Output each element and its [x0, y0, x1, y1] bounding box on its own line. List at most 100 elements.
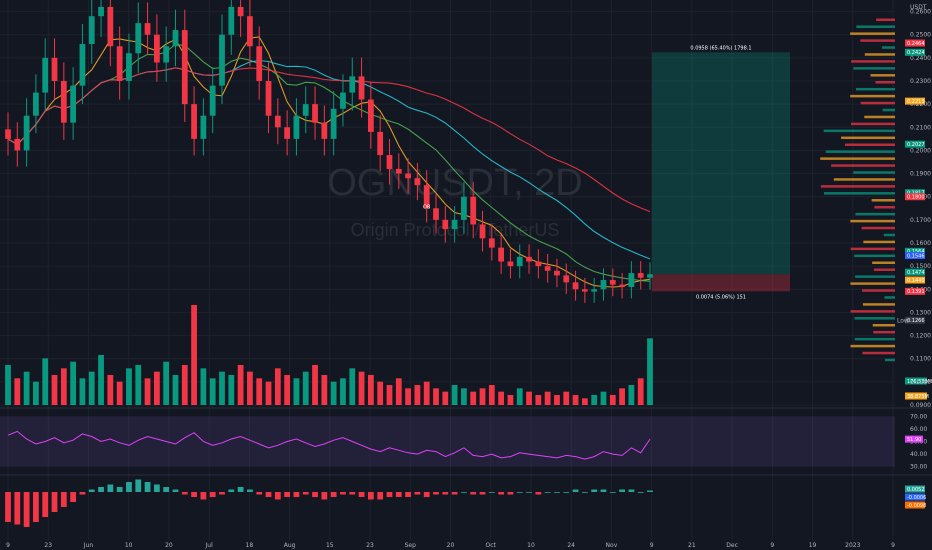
volume-profile-bar: [823, 129, 895, 133]
candle-body: [544, 266, 551, 271]
volume-profile-bar: [851, 60, 895, 63]
volume-profile-bar: [870, 74, 895, 77]
volume-profile-bar: [882, 108, 895, 112]
time-tick-label: 10: [527, 542, 535, 549]
candle-body: [126, 53, 132, 81]
candle-body: [535, 261, 542, 267]
candle-body: [442, 219, 449, 230]
candle-body: [498, 247, 505, 262]
volume-profile-bar: [853, 171, 895, 174]
macd-histogram-bar: [14, 492, 21, 525]
macd-histogram-bar: [442, 492, 449, 495]
price-badge: [905, 247, 925, 255]
candle-body: [219, 34, 225, 86]
volume-bar: [423, 381, 430, 405]
price-tick-label: 0.1200: [910, 333, 931, 340]
volume-profile-bar: [863, 240, 895, 244]
volume-bar: [274, 368, 281, 405]
macd-histogram-bar: [284, 492, 291, 497]
volume-badge-text: 176.539M: [907, 379, 932, 385]
volume-bar: [98, 355, 104, 405]
price-tick-label: 0.2500: [910, 32, 931, 39]
volume-bar: [544, 391, 551, 405]
volume-profile-bar: [825, 150, 895, 153]
ob-marker: OB: [423, 204, 431, 210]
volume-bar: [191, 305, 197, 405]
candle-body: [256, 46, 263, 81]
macd-histogram-bar: [461, 492, 467, 493]
candle-body: [14, 138, 21, 151]
volume-bar: [600, 391, 607, 405]
macd-histogram-bar: [219, 492, 225, 495]
volume-bar: [135, 365, 142, 405]
volume-bar: [442, 391, 449, 405]
macd-histogram-bar: [498, 492, 505, 495]
macd-histogram-bar: [507, 492, 514, 495]
volume-profile-bar: [875, 81, 895, 84]
macd-histogram-bar: [247, 489, 253, 492]
price-tick-label: 0.0900: [910, 402, 931, 409]
volume-badge-text: 38.875M: [907, 394, 929, 400]
macd-histogram-bar: [340, 492, 346, 495]
volume-profile-bar: [831, 164, 895, 167]
macd-histogram-bar: [274, 492, 281, 500]
time-tick-label: Sep: [405, 542, 417, 549]
candle-body: [479, 224, 486, 239]
volume-profile-bar: [823, 192, 895, 195]
price-badge: [905, 97, 925, 105]
price-tick-label: 0.1000: [910, 379, 931, 386]
volume-badge: [905, 377, 927, 385]
volume-profile-bar: [850, 310, 895, 313]
time-tick-label: Oct: [486, 542, 497, 549]
time-tick-label: 20: [447, 542, 455, 549]
volume-profile-bar: [871, 199, 895, 202]
volume-bar: [488, 385, 495, 405]
volume-profile-bar: [854, 254, 895, 258]
candle-body: [367, 99, 374, 132]
candle-body: [405, 173, 411, 179]
candle-body: [581, 289, 588, 292]
candle-body: [312, 104, 318, 123]
time-axis[interactable]: 9 23 Jun 10 20 Jul 18 Aug 15 23 Sep 20 Oct 10 24 Nov 9 21…: [6, 542, 895, 549]
volume-bar: [33, 381, 39, 405]
price-badge-text: 0.1800: [907, 195, 925, 201]
volume-bar: [414, 385, 421, 405]
candle-body: [191, 104, 197, 139]
macd-histogram-bar: [191, 492, 197, 497]
volume-profile-bar: [850, 32, 895, 35]
long-position-tool[interactable]: 0.0958 (65.40%) 1798.1 0.0074 (5.06%) 151: [652, 45, 790, 300]
volume-bar: [637, 378, 644, 405]
time-tick-label: 9: [891, 542, 895, 549]
candle-body: [628, 273, 635, 287]
volume-bar: [60, 368, 67, 405]
volume-badge: [905, 392, 927, 400]
time-tick-label: Dec: [726, 542, 738, 549]
candle-body: [637, 273, 644, 278]
macd-histogram-bar: [554, 492, 560, 493]
volume-profile-bar: [882, 46, 895, 49]
volume-bar: [284, 375, 291, 405]
macd-histogram-bar: [321, 492, 328, 500]
volume-bar: [200, 368, 207, 405]
candle-body: [563, 275, 570, 283]
price-badge: [905, 251, 925, 259]
candle-body: [600, 280, 607, 290]
candle-body: [386, 155, 393, 169]
macd-histogram-bar: [70, 492, 77, 502]
candle-body: [377, 131, 384, 156]
time-tick-label: 10: [125, 542, 133, 549]
price-tick-label: 0.1300: [910, 309, 931, 316]
volume-bar: [181, 365, 188, 405]
macd-histogram-bar: [163, 487, 170, 492]
volume-bar: [5, 365, 11, 405]
macd-histogram-bar: [5, 492, 11, 522]
price-badge-text: 0.2213: [907, 99, 925, 105]
volume-bar: [219, 371, 225, 405]
volume-bar: [526, 391, 532, 405]
price-axis[interactable]: 0.2600 0.2500 0.2400 0.2300 0.2200 0.2100 0.20…: [897, 9, 931, 409]
volume-profile-bar: [884, 296, 895, 299]
macd-histogram-bar: [88, 489, 95, 492]
price-badge-text: 0.1546: [907, 253, 925, 259]
